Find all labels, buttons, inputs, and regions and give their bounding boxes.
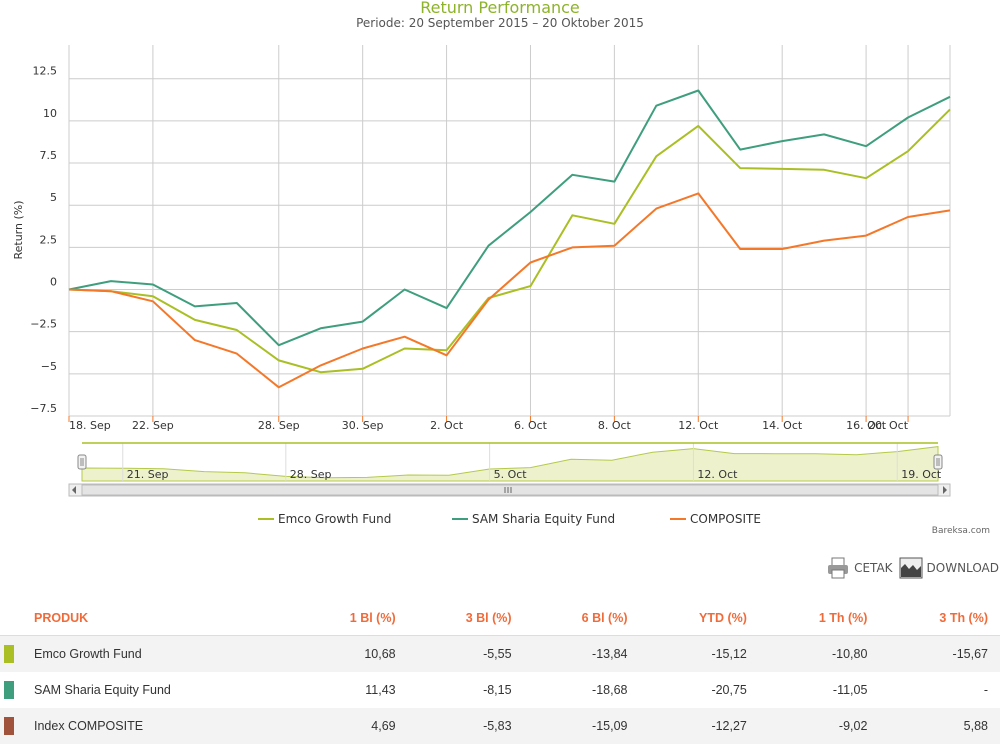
product-name: Index COMPOSITE — [18, 708, 292, 744]
return-value: -20,75 — [711, 683, 747, 697]
navigator-label: 12. Oct — [697, 468, 738, 481]
x-tick-label: 20. Oct — [868, 419, 909, 432]
scrollbar-thumb — [81, 484, 939, 496]
col-header-produk: PRODUK — [0, 601, 292, 636]
return-value: -5,55 — [407, 635, 524, 672]
navigator-label: 5. Oct — [494, 468, 528, 481]
table-row: SAM Sharia Equity Fund 11,43 -8,15 -18,68 -2… — [0, 672, 1000, 708]
col-header-1th: 1 Th (%) — [758, 601, 880, 636]
legend-label: Emco Growth Fund — [278, 512, 391, 526]
return-value: 5,88 — [879, 708, 1000, 744]
return-value: -12,27 — [639, 708, 759, 744]
y-tick-label: −2.5 — [30, 318, 57, 331]
y-axis-label: Return (%) — [12, 200, 25, 259]
return-value: -10,80 — [758, 635, 880, 672]
return-value: -5,83 — [407, 708, 524, 744]
x-tick-label: 22. Sep — [132, 419, 174, 432]
download-chart-icon — [899, 557, 923, 579]
x-tick-label: 14. Oct — [762, 419, 803, 432]
series-line — [68, 89, 951, 347]
row-color-cell — [0, 708, 18, 744]
navigator-area — [81, 446, 939, 482]
y-tick-label: 10 — [43, 107, 57, 120]
return-value: 10,68 — [291, 635, 408, 672]
scroll-right-arrow-icon — [943, 486, 947, 494]
legend-item[interactable]: COMPOSITE — [670, 512, 761, 526]
x-tick-label: 18. Sep — [69, 419, 111, 432]
legend-label: SAM Sharia Equity Fund — [472, 512, 615, 526]
navigator-label: 21. Sep — [127, 468, 169, 481]
navigator-handle — [933, 454, 943, 470]
legend-label: COMPOSITE — [690, 512, 761, 526]
chart-credit: Bareksa.com — [932, 526, 990, 536]
x-tick-label: 2. Oct — [430, 419, 464, 432]
x-tick-label: 8. Oct — [598, 419, 632, 432]
product-name: SAM Sharia Equity Fund — [34, 683, 171, 697]
print-button[interactable]: CETAK — [826, 556, 893, 580]
product-name: Emco Growth Fund — [18, 635, 292, 672]
performance-table: PRODUK 1 Bl (%) 3 Bl (%) 6 Bl (%) YTD (%… — [0, 601, 1000, 744]
row-color-swatch — [4, 717, 14, 735]
y-tick-label: 5 — [50, 191, 57, 204]
x-tick-label: 30. Sep — [342, 419, 384, 432]
row-color-cell — [0, 672, 18, 708]
printer-icon — [828, 557, 849, 579]
col-header-ytd: YTD (%) — [639, 601, 759, 636]
col-header-3th: 3 Th (%) — [879, 601, 1000, 636]
return-value: - — [983, 683, 988, 697]
return-value: -18,68 — [592, 683, 628, 697]
legend-item[interactable]: Emco Growth Fund — [258, 512, 391, 526]
chart-toolbar: CETAK DOWNLOAD — [826, 556, 999, 580]
series-line — [68, 192, 951, 389]
y-tick-label: 7.5 — [40, 149, 58, 162]
return-value: -15,67 — [879, 635, 1000, 672]
print-label: CETAK — [854, 561, 893, 575]
download-label: DOWNLOAD — [926, 561, 999, 575]
return-value: -13,84 — [523, 635, 640, 672]
navigator-label: 19. Oct — [901, 468, 942, 481]
return-value: -9,02 — [758, 708, 880, 744]
x-tick-label: 12. Oct — [678, 419, 719, 432]
row-color-swatch — [4, 681, 14, 699]
x-tick-label: 28. Sep — [258, 419, 300, 432]
series-line — [68, 108, 951, 374]
y-tick-label: −7.5 — [30, 402, 57, 415]
row-color-swatch — [4, 645, 14, 663]
col-header-3bl: 3 Bl (%) — [407, 601, 524, 636]
navigator-handle — [77, 454, 87, 470]
navigator-label: 28. Sep — [290, 468, 332, 481]
return-performance-chart: Return Performance Periode: 20 September… — [12, 0, 990, 536]
x-tick-label: 16. Oct — [846, 419, 887, 432]
return-value: -15,09 — [523, 708, 640, 744]
return-value: -15,12 — [639, 635, 759, 672]
legend-item[interactable]: SAM Sharia Equity Fund — [452, 512, 615, 526]
download-button[interactable]: DOWNLOAD — [899, 556, 999, 580]
chart-title: Return Performance — [420, 0, 580, 17]
row-color-cell — [0, 635, 18, 672]
return-value: -11,05 — [832, 683, 868, 697]
y-tick-label: 12.5 — [33, 65, 58, 78]
return-value: 11,43 — [365, 683, 396, 697]
return-value: 4,69 — [291, 708, 408, 744]
y-tick-label: −5 — [41, 360, 57, 373]
col-header-1bl: 1 Bl (%) — [291, 601, 408, 636]
table-header-row: PRODUK 1 Bl (%) 3 Bl (%) 6 Bl (%) YTD (%… — [0, 601, 1000, 636]
y-tick-label: 2.5 — [40, 233, 58, 246]
chart-subtitle: Periode: 20 September 2015 – 20 Oktober … — [356, 16, 644, 30]
col-header-6bl: 6 Bl (%) — [523, 601, 640, 636]
scroll-left-arrow-icon — [72, 486, 76, 494]
return-value: -8,15 — [483, 683, 512, 697]
table-row: Emco Growth Fund 10,68 -5,55 -13,84 -15,12 -1… — [0, 635, 1000, 672]
x-tick-label: 6. Oct — [514, 419, 548, 432]
table-row: Index COMPOSITE 4,69 -5,83 -15,09 -12,27 -9,0… — [0, 708, 1000, 744]
y-tick-label: 0 — [50, 276, 57, 289]
